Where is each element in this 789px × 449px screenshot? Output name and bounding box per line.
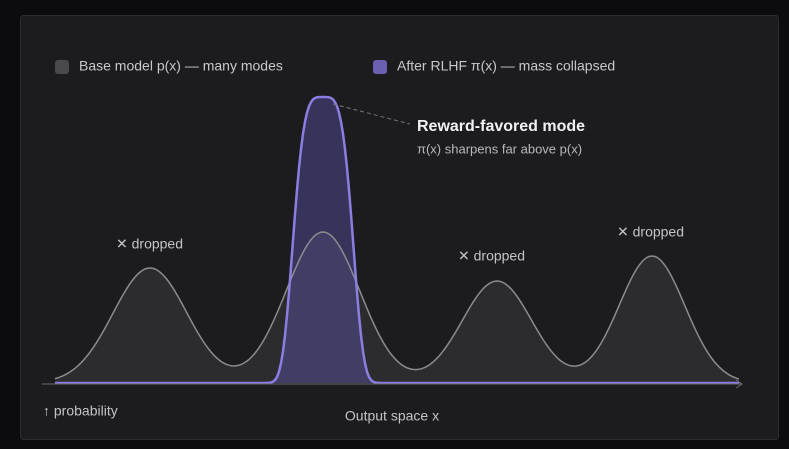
dropped-label: ✕ dropped	[617, 224, 684, 240]
base-area	[55, 232, 740, 383]
annotation-title: Reward-favored mode	[417, 118, 585, 135]
legend-base: Base model p(x) — many modes	[79, 58, 283, 74]
base-curve	[54, 231, 740, 380]
rlhf-curve	[55, 95, 739, 385]
legend-rlhf: After RLHF π(x) — mass collapsed	[397, 58, 615, 74]
annotation-leader	[332, 103, 411, 125]
y-axis-label: ↑ probability	[43, 403, 118, 419]
panel	[20, 15, 779, 440]
annotation-subtitle: π(x) sharpens far above p(x)	[417, 141, 582, 156]
x-axis-arrow	[735, 379, 743, 389]
dropped-label: ✕ dropped	[458, 248, 525, 264]
curves	[54, 95, 740, 385]
dropped-label: ✕ dropped	[116, 236, 183, 252]
legend-swatch-rlhf	[373, 60, 387, 74]
x-axis-label: Output space x	[345, 408, 439, 424]
legend-swatch-base	[55, 60, 69, 74]
